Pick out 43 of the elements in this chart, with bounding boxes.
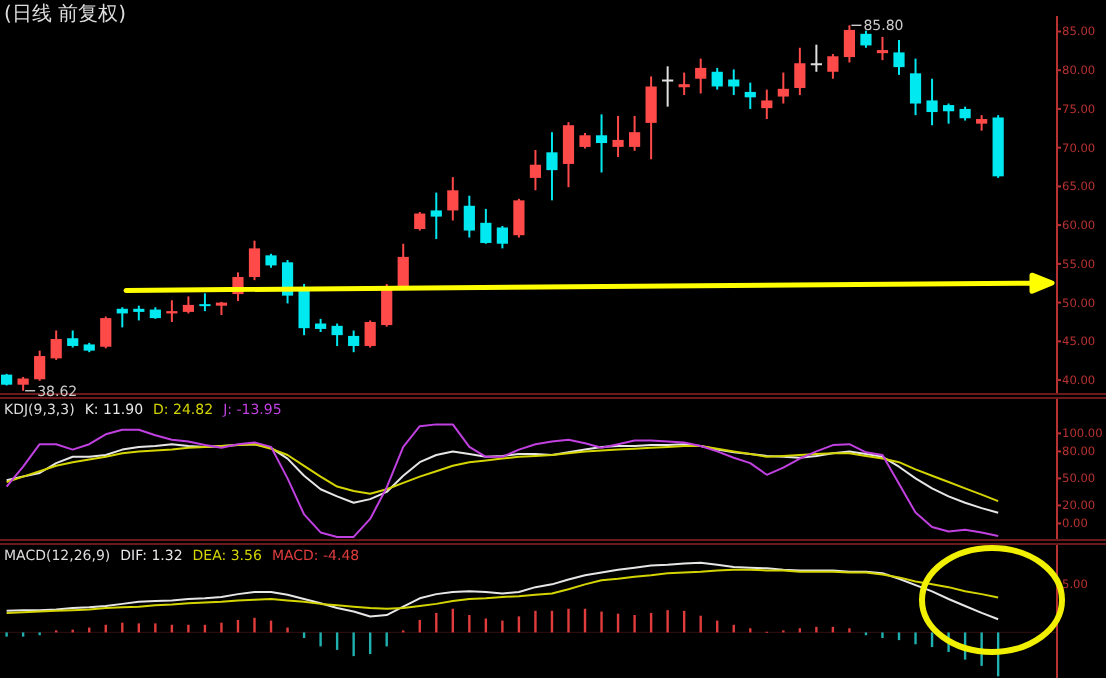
candlestick — [298, 283, 310, 337]
candlestick — [50, 329, 62, 361]
candlestick — [612, 114, 624, 158]
candlestick — [480, 207, 492, 245]
chart-title: (日线 前复权) — [4, 2, 127, 26]
candlestick — [546, 131, 558, 202]
candlestick — [331, 322, 343, 347]
candlestick — [248, 239, 261, 282]
candlestick — [794, 46, 806, 97]
line-series — [5, 443, 1000, 503]
candlestick — [843, 24, 856, 64]
candlestick — [777, 71, 789, 105]
candlestick — [744, 81, 756, 110]
candlestick — [761, 88, 773, 121]
candlestick — [414, 210, 426, 232]
candlestick — [876, 35, 889, 62]
candlestick — [711, 66, 723, 91]
candlestick — [34, 349, 46, 382]
candlestick — [893, 39, 905, 76]
candlestick — [645, 75, 657, 161]
candlestick — [447, 176, 459, 222]
candlestick — [942, 102, 955, 125]
candlestick — [348, 329, 360, 354]
candlestick — [529, 149, 542, 192]
candlestick — [364, 319, 376, 349]
candlestick — [628, 114, 641, 152]
candlestick — [909, 57, 922, 117]
candlestick — [595, 113, 608, 174]
candlestick — [463, 194, 475, 239]
candlestick — [496, 224, 508, 250]
candlestick — [430, 191, 442, 241]
candlestick — [678, 71, 690, 97]
candlestick — [926, 77, 938, 127]
candlestick — [810, 43, 822, 73]
line-series — [5, 443, 1000, 514]
candlestick — [513, 197, 525, 239]
candlestick — [100, 315, 112, 350]
candlestick — [562, 121, 575, 189]
line-series — [5, 423, 1000, 538]
candlestick — [662, 65, 674, 108]
candlestick — [827, 52, 839, 80]
candlestick — [397, 242, 409, 289]
candlestick — [695, 57, 707, 95]
